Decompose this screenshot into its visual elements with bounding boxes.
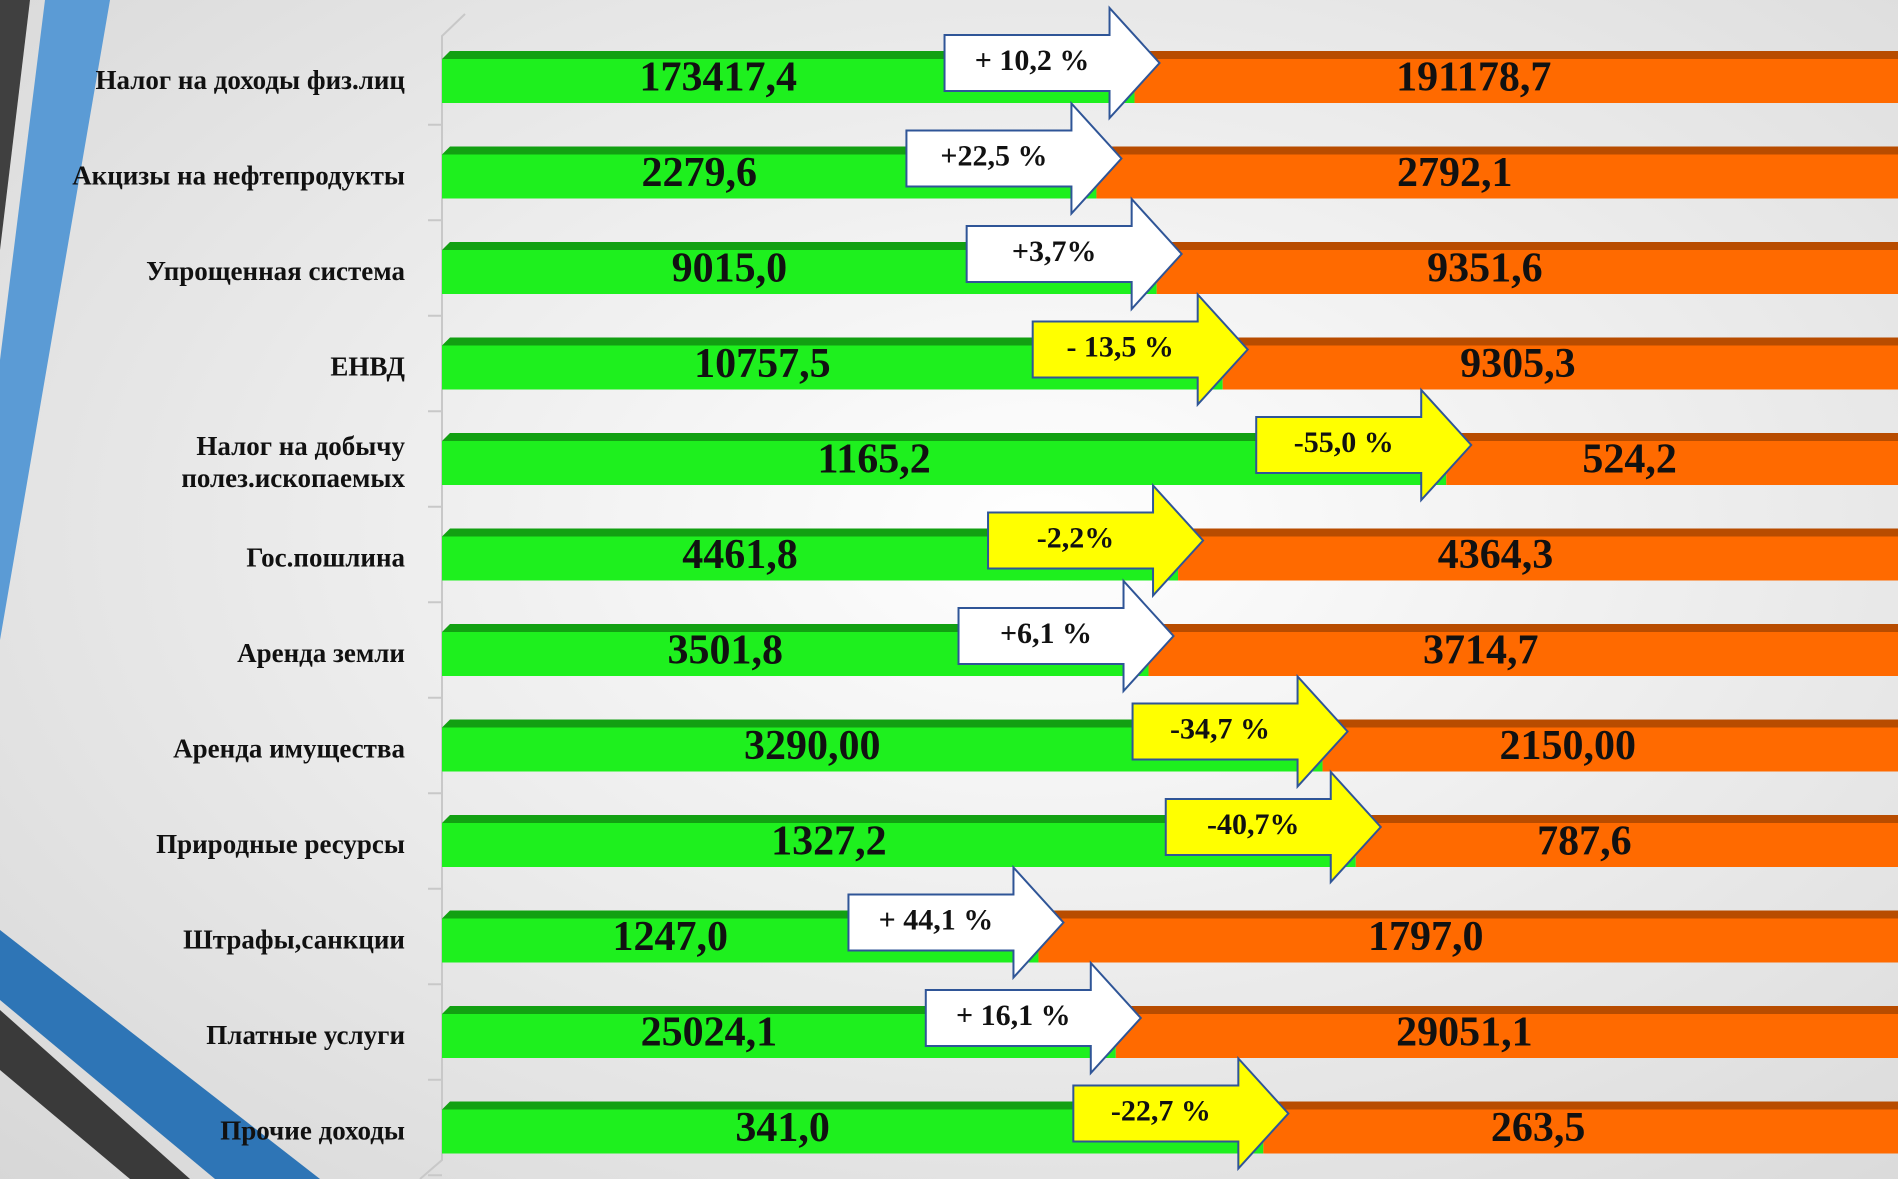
bar-top — [1263, 1101, 1898, 1110]
value-label: 1165,2 — [818, 437, 931, 483]
change-label: -55,0 % — [1294, 426, 1394, 459]
category-label: Аренда имущества — [173, 734, 405, 764]
decor-stripe — [0, 0, 30, 250]
change-label: + 16,1 % — [956, 999, 1071, 1032]
plot-area: Налог на доходы физ.лиц + 10,2 % 173417,4 1… — [72, 5, 1898, 1177]
value-label: 191178,7 — [1396, 55, 1551, 101]
category-label: Акцизы на нефтепродукты — [72, 161, 405, 191]
change-label: + 10,2 % — [975, 44, 1090, 77]
change-arrow — [1072, 1055, 1290, 1172]
bar — [1134, 59, 1898, 103]
value-label: 25024,1 — [641, 1010, 778, 1056]
value-label: 341,0 — [735, 1105, 830, 1151]
bar-top — [1322, 719, 1898, 728]
bar-top — [1134, 51, 1898, 59]
value-label: 4461,8 — [682, 532, 798, 578]
change-arrow — [847, 864, 1065, 981]
bar-top — [1446, 433, 1898, 441]
bar — [1263, 1109, 1898, 1154]
bar-top — [1115, 1006, 1898, 1014]
category-label: Гос.пошлина — [246, 543, 405, 573]
bar — [1115, 1014, 1898, 1058]
change-label: +6,1 % — [1000, 617, 1092, 650]
change-label: -2,2% — [1037, 521, 1115, 554]
change-arrow — [1131, 673, 1349, 790]
change-arrow — [943, 5, 1161, 121]
bar-top — [1355, 815, 1898, 823]
category-label: ЕНВД — [330, 352, 405, 382]
bar-top — [442, 1101, 1272, 1110]
value-label: 3501,8 — [668, 628, 784, 674]
bar — [1148, 632, 1898, 676]
value-label: 1327,2 — [771, 819, 887, 865]
value-label: 9015,0 — [672, 246, 788, 292]
bar-top — [1038, 910, 1898, 919]
value-label: 9351,6 — [1427, 246, 1543, 292]
change-label: -40,7% — [1207, 808, 1300, 841]
bar — [1038, 918, 1898, 963]
change-arrow — [987, 482, 1205, 599]
bar-top — [1156, 242, 1898, 250]
axis-line — [419, 13, 466, 1179]
bar-top — [442, 719, 1331, 728]
category-label: Налог на доходы физ.лиц — [96, 65, 406, 95]
change-label: - 13,5 % — [1066, 330, 1174, 363]
change-label: +3,7% — [1012, 235, 1097, 268]
value-label: 1247,0 — [612, 914, 728, 960]
bar — [1156, 250, 1898, 294]
category-label: Штрафы,санкции — [183, 925, 405, 955]
value-label: 524,2 — [1582, 437, 1677, 483]
value-label: 4364,3 — [1438, 532, 1554, 578]
value-label: 263,5 — [1491, 1105, 1586, 1151]
change-arrow — [905, 100, 1123, 217]
change-arrow — [965, 196, 1184, 312]
bar — [1446, 441, 1898, 485]
change-arrow — [924, 960, 1143, 1076]
change-arrow — [1255, 387, 1473, 503]
bar-top — [1096, 146, 1898, 155]
decor-stripe — [0, 0, 110, 640]
bar-top — [1222, 337, 1898, 346]
change-arrow — [1031, 291, 1250, 408]
category-label: Прочие доходы — [220, 1116, 405, 1146]
decor-stripe — [0, 1010, 190, 1179]
bar — [1222, 345, 1898, 390]
change-arrow — [957, 578, 1175, 694]
value-label: 2792,1 — [1397, 150, 1513, 196]
change-label: + 44,1 % — [879, 903, 994, 936]
category-label: Природные ресурсы — [156, 829, 405, 859]
change-label: -22,7 % — [1111, 1094, 1211, 1127]
category-label: Аренда земли — [237, 638, 405, 668]
bar-top — [442, 433, 1455, 441]
value-label: 9305,3 — [1460, 341, 1576, 387]
decor-stripe — [0, 930, 320, 1179]
value-label: 10757,5 — [694, 341, 831, 387]
bar — [1322, 727, 1898, 772]
change-label: +22,5 % — [940, 139, 1047, 172]
value-label: 2150,00 — [1500, 723, 1637, 769]
change-label: -34,7 % — [1170, 712, 1270, 745]
bar — [1355, 823, 1898, 867]
value-label: 2279,6 — [641, 150, 757, 196]
value-label: 173417,4 — [640, 55, 798, 101]
bar — [1096, 154, 1898, 199]
value-label: 3714,7 — [1423, 628, 1539, 674]
bar — [1178, 536, 1898, 581]
value-label: 787,6 — [1537, 819, 1632, 865]
category-label: Платные услуги — [206, 1020, 405, 1050]
value-label: 3290,00 — [744, 723, 881, 769]
bar-top — [442, 815, 1364, 823]
change-arrow — [1164, 769, 1383, 885]
bar-top — [1148, 624, 1898, 632]
category-label: Налог на добычу полез.ископаемых — [181, 431, 405, 493]
category-label: Упрощенная система — [146, 256, 405, 286]
value-label: 29051,1 — [1396, 1010, 1533, 1056]
value-label: 1797,0 — [1368, 914, 1484, 960]
bar-top — [1178, 528, 1898, 537]
